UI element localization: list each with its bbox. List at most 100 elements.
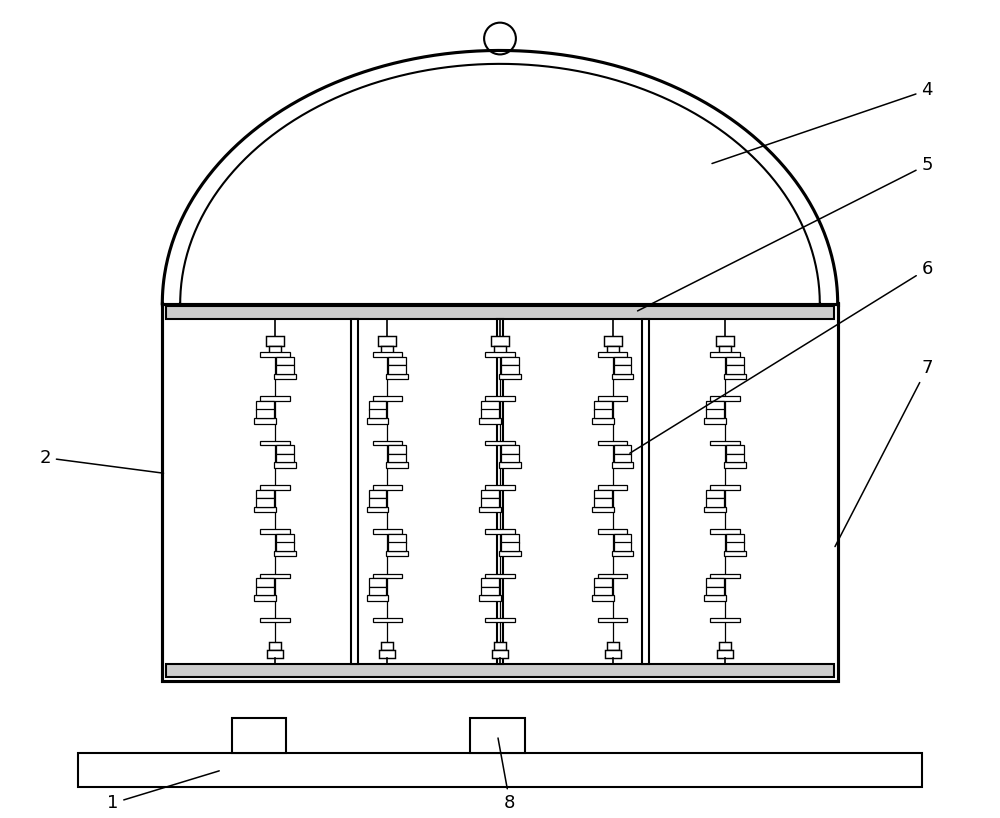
Bar — [369, 587, 386, 596]
Bar — [373, 397, 402, 401]
Bar — [499, 374, 521, 380]
Bar — [260, 485, 290, 489]
Bar — [274, 551, 296, 556]
Bar — [166, 664, 834, 677]
Bar — [388, 365, 406, 374]
Bar — [485, 618, 515, 622]
Bar — [260, 353, 290, 357]
Bar — [254, 418, 276, 424]
Bar — [256, 498, 274, 507]
Bar — [232, 718, 286, 753]
Bar — [605, 650, 621, 658]
Bar — [367, 418, 388, 424]
Bar — [710, 618, 740, 622]
Bar — [724, 551, 746, 556]
Bar — [612, 551, 633, 556]
Bar — [367, 507, 388, 512]
Bar — [710, 485, 740, 489]
Bar — [481, 401, 499, 410]
Bar — [499, 551, 521, 556]
Bar — [274, 462, 296, 468]
Bar — [373, 529, 402, 534]
Text: 7: 7 — [835, 359, 933, 546]
Bar — [704, 418, 726, 424]
Bar — [492, 650, 508, 658]
Bar — [267, 650, 283, 658]
Bar — [726, 357, 744, 366]
Bar — [373, 573, 402, 578]
Bar — [479, 507, 501, 512]
Bar — [594, 409, 612, 418]
Bar — [485, 485, 515, 489]
Text: 1: 1 — [107, 771, 219, 812]
Bar — [706, 498, 724, 507]
Bar — [276, 534, 294, 542]
Bar — [162, 303, 838, 681]
Bar — [706, 587, 724, 596]
Bar — [388, 534, 406, 542]
Bar — [594, 401, 612, 410]
Bar — [386, 462, 408, 468]
Bar — [594, 587, 612, 596]
Bar — [501, 534, 519, 542]
Bar — [369, 578, 386, 587]
Bar — [726, 365, 744, 374]
Bar — [726, 542, 744, 551]
Bar — [704, 596, 726, 600]
Bar — [274, 374, 296, 380]
Bar — [379, 650, 395, 658]
Bar — [388, 445, 406, 454]
Bar — [494, 347, 506, 354]
Bar — [491, 336, 509, 347]
Bar — [719, 347, 731, 354]
Bar — [260, 618, 290, 622]
Bar — [598, 573, 627, 578]
Bar — [381, 642, 393, 650]
Bar — [499, 462, 521, 468]
Bar — [481, 578, 499, 587]
Bar — [592, 507, 614, 512]
Bar — [369, 409, 386, 418]
Bar — [479, 418, 501, 424]
Bar — [254, 596, 276, 600]
Bar — [724, 374, 746, 380]
Bar — [598, 529, 627, 534]
Bar — [724, 462, 746, 468]
Bar — [269, 347, 281, 354]
Bar — [166, 306, 834, 319]
Bar — [614, 445, 631, 454]
Bar — [598, 485, 627, 489]
Bar — [256, 489, 274, 498]
Text: 8: 8 — [498, 738, 516, 812]
Bar — [260, 397, 290, 401]
Bar — [706, 409, 724, 418]
Bar — [710, 353, 740, 357]
Bar — [710, 529, 740, 534]
Bar — [612, 374, 633, 380]
Bar — [607, 347, 619, 354]
Bar — [260, 529, 290, 534]
Bar — [594, 498, 612, 507]
Bar — [388, 542, 406, 551]
Bar — [470, 718, 525, 753]
Bar — [369, 498, 386, 507]
Text: 4: 4 — [712, 81, 933, 164]
Bar — [598, 618, 627, 622]
Bar — [706, 489, 724, 498]
Bar — [481, 587, 499, 596]
Bar — [719, 642, 731, 650]
Bar — [369, 401, 386, 410]
Bar — [594, 489, 612, 498]
Bar — [497, 319, 503, 664]
Bar — [481, 409, 499, 418]
Bar — [726, 445, 744, 454]
Bar — [716, 336, 734, 347]
Bar — [373, 485, 402, 489]
Bar — [276, 357, 294, 366]
Bar — [614, 542, 631, 551]
Bar — [266, 336, 284, 347]
Bar — [373, 441, 402, 445]
Bar — [494, 642, 506, 650]
Bar — [485, 353, 515, 357]
Bar — [614, 357, 631, 366]
